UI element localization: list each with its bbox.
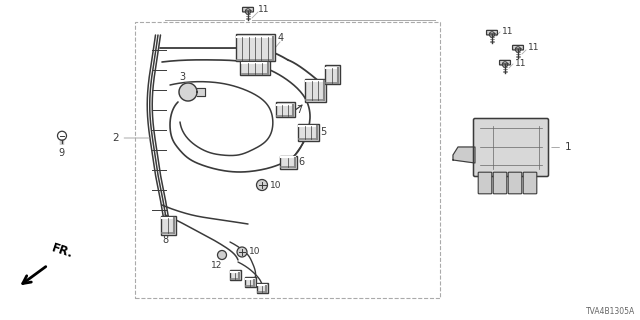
FancyBboxPatch shape xyxy=(508,172,522,194)
FancyBboxPatch shape xyxy=(513,45,524,50)
Text: 10: 10 xyxy=(270,180,282,189)
Text: 8: 8 xyxy=(162,235,168,245)
FancyBboxPatch shape xyxy=(243,7,253,12)
Text: 6: 6 xyxy=(298,157,304,167)
Text: 9: 9 xyxy=(58,148,64,158)
Text: 3: 3 xyxy=(179,72,185,82)
Text: 7: 7 xyxy=(296,105,302,115)
Text: TVA4B1305A: TVA4B1305A xyxy=(586,307,635,316)
Text: 5: 5 xyxy=(320,127,326,137)
Text: 4: 4 xyxy=(278,33,284,43)
Bar xyxy=(135,22,440,298)
FancyBboxPatch shape xyxy=(244,277,255,287)
Text: 11: 11 xyxy=(515,59,527,68)
Polygon shape xyxy=(197,88,205,96)
Text: FR.: FR. xyxy=(50,242,75,261)
Circle shape xyxy=(257,180,268,190)
FancyBboxPatch shape xyxy=(161,215,175,235)
FancyArrowPatch shape xyxy=(23,267,46,284)
FancyBboxPatch shape xyxy=(230,270,241,280)
Text: 1: 1 xyxy=(552,142,572,153)
Text: 11: 11 xyxy=(502,28,513,36)
FancyBboxPatch shape xyxy=(478,172,492,194)
FancyBboxPatch shape xyxy=(324,66,339,84)
FancyBboxPatch shape xyxy=(486,30,497,35)
Polygon shape xyxy=(453,147,475,163)
Text: 11: 11 xyxy=(258,5,269,14)
FancyBboxPatch shape xyxy=(236,35,275,61)
FancyBboxPatch shape xyxy=(257,283,268,293)
FancyBboxPatch shape xyxy=(241,60,269,76)
FancyBboxPatch shape xyxy=(493,172,507,194)
FancyBboxPatch shape xyxy=(474,118,548,177)
Text: 10: 10 xyxy=(249,247,260,257)
Text: 2: 2 xyxy=(112,133,149,143)
FancyBboxPatch shape xyxy=(524,172,537,194)
Circle shape xyxy=(237,247,247,257)
FancyBboxPatch shape xyxy=(280,156,296,169)
Polygon shape xyxy=(179,83,197,101)
Text: 11: 11 xyxy=(528,44,540,52)
Text: 12: 12 xyxy=(211,260,223,269)
FancyBboxPatch shape xyxy=(305,78,326,101)
FancyBboxPatch shape xyxy=(275,102,294,117)
FancyBboxPatch shape xyxy=(298,124,319,140)
FancyBboxPatch shape xyxy=(500,60,511,65)
Circle shape xyxy=(218,251,227,260)
